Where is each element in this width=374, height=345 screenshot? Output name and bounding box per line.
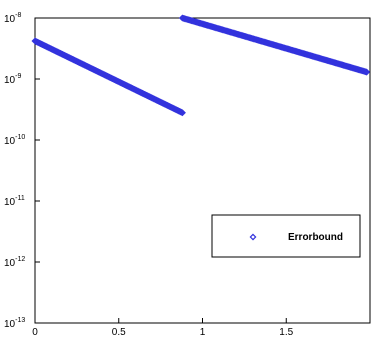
legend-marker-errorbound	[249, 233, 257, 241]
y-tick-base-5: 10	[4, 14, 16, 25]
y-tick-label-0: 10-13	[4, 317, 25, 330]
y-tick-base-3: 10	[4, 136, 16, 147]
y-tick-base-4: 10	[4, 75, 16, 86]
y-tick-label-5: 10-8	[4, 12, 21, 25]
series-segment-1	[178, 14, 371, 76]
y-tick-label-4: 10-9	[4, 73, 21, 86]
data-point	[363, 68, 371, 76]
series-errorbound	[31, 14, 371, 117]
y-tick-exp-1: -12	[15, 256, 25, 263]
y-tick-exp-5: -8	[15, 12, 21, 19]
y-tick-exp-4: -9	[15, 73, 21, 80]
y-tick-exp-0: -13	[15, 317, 25, 324]
legend-label-errorbound: Errorbound	[288, 232, 343, 243]
legend: Errorbound	[211, 214, 361, 258]
y-tick-base-2: 10	[4, 197, 16, 208]
y-tick-exp-3: -10	[15, 134, 25, 141]
y-tick-label-3: 10-10	[4, 134, 25, 147]
y-tick-base-1: 10	[4, 258, 16, 269]
y-tick-label-1: 10-12	[4, 256, 25, 269]
y-tick-base-0: 10	[4, 319, 16, 330]
series-segment-0	[31, 37, 186, 117]
x-tick-label-1: 0.5	[112, 327, 126, 338]
legend-box	[211, 214, 361, 258]
data-point	[178, 109, 186, 117]
y-tick-exp-2: -11	[15, 195, 25, 202]
y-tick-label-2: 10-11	[4, 195, 25, 208]
x-axis: 0 0.5 1 1.5	[32, 318, 294, 338]
x-tick-label-0: 0	[32, 327, 38, 338]
x-tick-label-2: 1	[200, 327, 206, 338]
x-tick-label-3: 1.5	[279, 327, 293, 338]
legend-diamond-icon	[249, 233, 257, 241]
